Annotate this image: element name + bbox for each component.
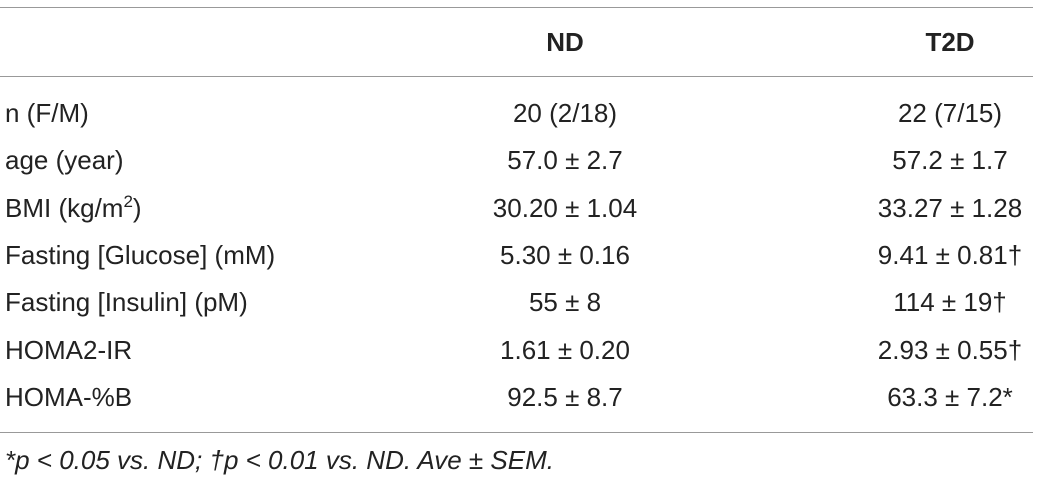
value-cell: 20 (2/18)	[512, 98, 618, 128]
value-cell: 1.61 ± 0.20	[500, 334, 630, 365]
value-cell: 9.41 ± 0.81†	[877, 239, 1023, 270]
value-cell: 57.2 ± 1.7	[892, 145, 1008, 176]
value-cell: 2.93 ± 0.55†	[877, 334, 1023, 365]
value-cell: 63.3 ± 7.2*	[887, 381, 1013, 412]
top-rule	[0, 7, 1033, 8]
header-rule	[0, 76, 1033, 77]
header-cell: T2D	[925, 27, 975, 57]
value-cell: 22 (7/15)	[897, 98, 1003, 128]
label-text: Fasting [Insulin] (pM)	[5, 287, 248, 318]
header-cell: ND	[546, 27, 584, 57]
label-text: HOMA-%B	[5, 381, 133, 412]
value-cell: 114 ± 19†	[893, 287, 1007, 318]
footnote: *p < 0.05 vs. ND; †p < 0.01 vs. ND. Ave …	[5, 445, 554, 475]
label-text: Fasting [Glucose] (mM)	[5, 239, 276, 270]
value-cell: 55 ± 8	[528, 287, 602, 318]
row-label: age (year)	[5, 145, 124, 175]
row-label: Fasting [Glucose] (mM)	[5, 240, 275, 270]
superscript: 2	[123, 191, 133, 211]
label-text: n (F/M)	[5, 98, 89, 128]
row-label: HOMA-%B	[5, 382, 132, 412]
value-cell: 30.20 ± 1.04	[492, 192, 638, 223]
value-cell: 33.27 ± 1.28	[877, 192, 1023, 223]
label-text: age (year)	[5, 145, 124, 176]
value-cell: 57.0 ± 2.7	[507, 145, 623, 176]
label-text: HOMA2-IR	[5, 334, 133, 365]
row-label: Fasting [Insulin] (pM)	[5, 287, 248, 317]
label-text: )	[132, 192, 142, 223]
value-cell: 92.5 ± 8.7	[507, 381, 623, 412]
bottom-rule	[0, 432, 1033, 433]
value-cell: 5.30 ± 0.16	[500, 239, 630, 270]
label-text: BMI (kg/m	[5, 192, 124, 223]
row-label: BMI (kg/m2)	[5, 193, 142, 223]
row-label: n (F/M)	[5, 98, 89, 128]
row-label: HOMA2-IR	[5, 335, 132, 365]
